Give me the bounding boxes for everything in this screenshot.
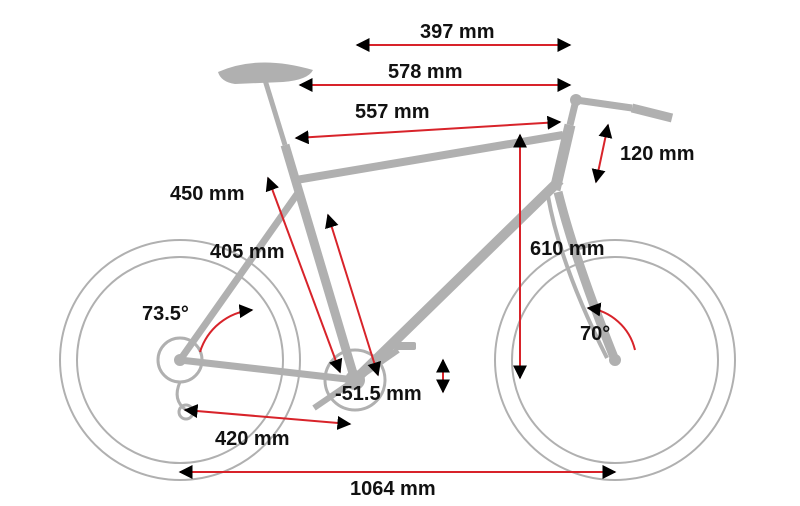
stem — [576, 100, 632, 108]
label-reach: 397 mm — [420, 21, 495, 43]
dim-chainstay — [185, 410, 350, 424]
bike-geometry-diagram: 397 mm 578 mm 557 mm 120 mm 450 mm 405 m… — [0, 0, 800, 506]
label-bb-drop: -51.5 mm — [335, 383, 422, 405]
handlebar — [632, 108, 672, 118]
label-head-angle: 70° — [580, 323, 610, 345]
seatpost — [265, 80, 285, 145]
label-seat-ct: 405 mm — [210, 241, 285, 263]
top-tube — [296, 135, 563, 180]
label-wheelbase: 1064 mm — [350, 478, 436, 500]
dimension-annotations: 397 mm 578 mm 557 mm 120 mm 450 mm 405 m… — [142, 21, 695, 500]
saddle — [218, 62, 313, 84]
jockey-wheel — [179, 405, 193, 419]
pedal — [394, 342, 416, 350]
down-tube — [355, 180, 560, 380]
label-chainstay: 420 mm — [215, 428, 290, 450]
bike-outline — [60, 62, 735, 480]
label-head-tube: 120 mm — [620, 143, 695, 165]
label-stack-top: 578 mm — [388, 61, 463, 83]
label-stack: 610 mm — [530, 238, 605, 260]
label-seat-angle: 73.5° — [142, 303, 189, 325]
stem-cap — [570, 94, 582, 106]
label-ett: 557 mm — [355, 101, 430, 123]
dim-head-tube — [596, 125, 608, 182]
seat-tube — [285, 145, 355, 380]
label-seat-cc: 450 mm — [170, 183, 245, 205]
